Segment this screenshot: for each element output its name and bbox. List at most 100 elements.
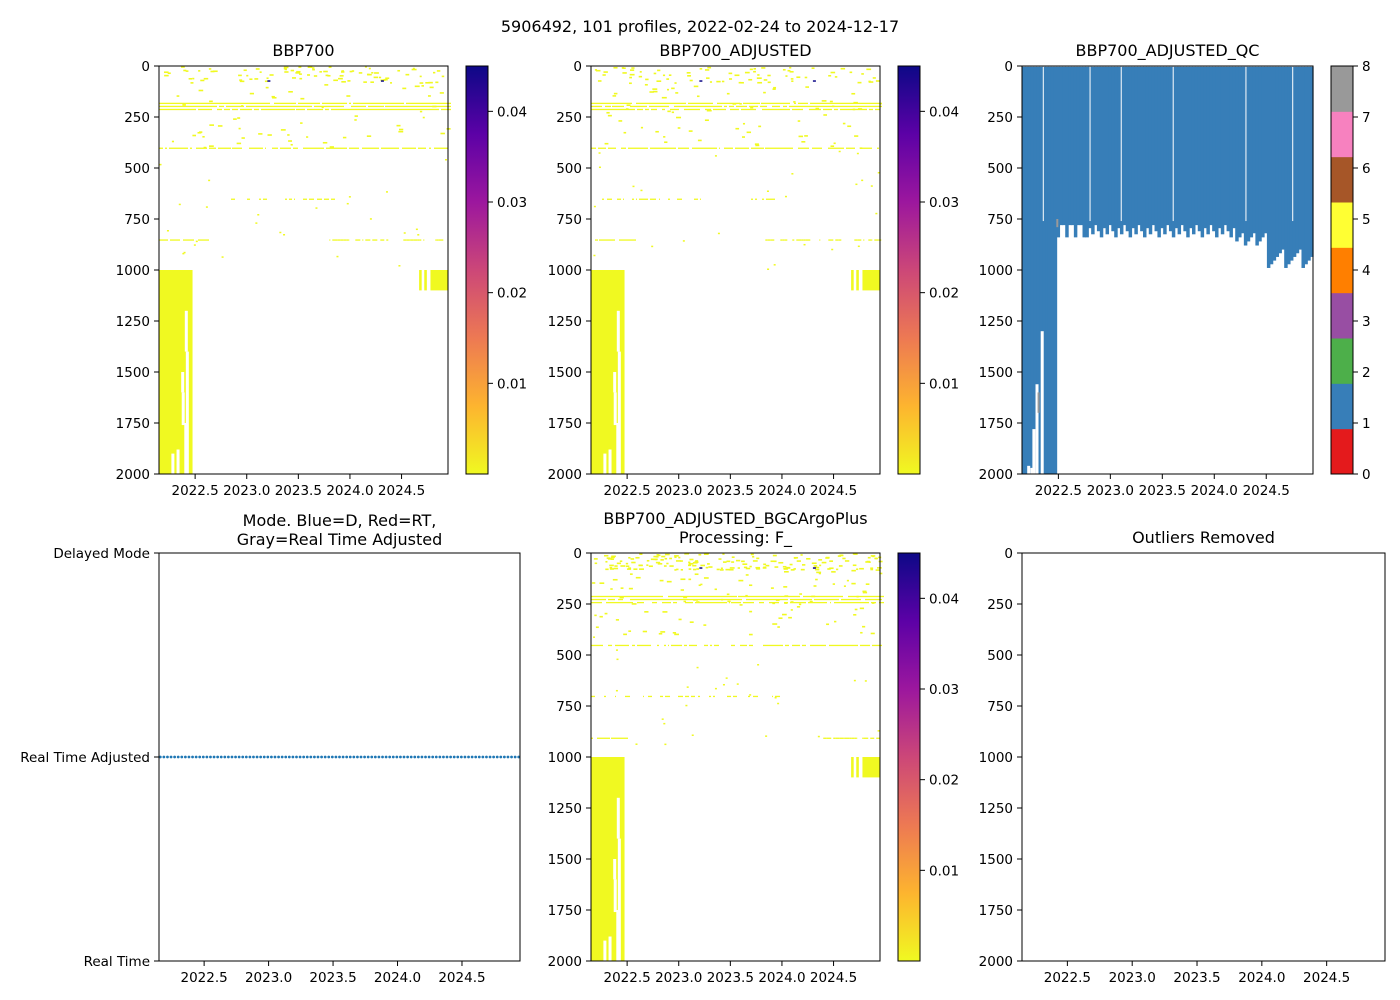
bbp700_adj-layer-speck bbox=[863, 147, 864, 149]
bbp700-layer-speck bbox=[233, 102, 234, 105]
mode-point bbox=[348, 755, 352, 759]
bgc-speck bbox=[837, 555, 842, 557]
bbp700_adj-speck bbox=[785, 75, 788, 77]
bgc-layer-speck bbox=[792, 644, 796, 647]
bbp700-layer-speck bbox=[276, 108, 281, 111]
bgc-speck bbox=[599, 582, 605, 584]
bbp700-layer-speck bbox=[178, 102, 180, 105]
bbp700_adj-layer-speck bbox=[807, 102, 808, 105]
bgc-layer-speck bbox=[745, 644, 747, 647]
bbp700-layer-speck bbox=[345, 102, 347, 105]
bbp700-layer-speck bbox=[209, 147, 211, 149]
bbp700-layer-speck bbox=[183, 108, 185, 111]
bbp700_adj-layer-speck bbox=[851, 147, 853, 149]
bbp700_adj-ytick-label: 1750 bbox=[548, 416, 582, 432]
bgc-layer-speck bbox=[659, 595, 663, 598]
bbp700_adj-layer-speck bbox=[721, 108, 724, 111]
bbp700-layer-speck bbox=[259, 105, 261, 108]
bgc-layer-speck bbox=[790, 598, 795, 601]
bgc-speck bbox=[877, 730, 880, 732]
bbp700-layer-speck bbox=[355, 239, 361, 241]
bbp700_adj-layer-speck bbox=[628, 147, 633, 149]
bgc-speck bbox=[664, 743, 667, 746]
bgc-speck bbox=[793, 568, 796, 570]
bbp700_qc-profile-column bbox=[1070, 66, 1075, 226]
bbp700_adj-speck bbox=[661, 96, 667, 99]
bgc-heatmap bbox=[591, 553, 884, 961]
bgc-layer-speck bbox=[612, 737, 614, 739]
outliers-xtick-label: 2024.5 bbox=[1303, 970, 1350, 986]
bgc-speck bbox=[879, 572, 883, 575]
bgc-layer-speck bbox=[874, 595, 875, 598]
bbp700_qc-profile-column bbox=[1240, 66, 1245, 234]
bbp700_adj-layer-speck bbox=[755, 102, 760, 105]
mode-point bbox=[477, 755, 481, 759]
bbp700_qc-profile-column bbox=[1215, 66, 1219, 238]
bbp700-speck bbox=[342, 136, 347, 139]
bgc-layer-speck bbox=[850, 601, 855, 604]
bbp700_adj-layer-speck bbox=[784, 239, 788, 241]
mode-point bbox=[373, 755, 377, 759]
bbp700_adj-layer-speck bbox=[794, 105, 799, 108]
bbp700-layer-speck bbox=[175, 239, 180, 241]
bgc-layer-speck bbox=[719, 601, 724, 604]
bgc-layer-speck bbox=[778, 644, 783, 647]
bbp700-speck bbox=[208, 179, 211, 182]
bbp700-layer-speck bbox=[378, 147, 379, 149]
bbp700-speck bbox=[417, 234, 420, 236]
bbp700-layer-speck bbox=[254, 105, 259, 108]
bgc-layer-speck bbox=[606, 601, 608, 604]
bbp700_adj-layer-speck bbox=[684, 102, 686, 105]
bbp700_adj-high-point bbox=[812, 80, 816, 82]
bbp700-ytick-label: 1750 bbox=[116, 416, 150, 432]
bgc-speck bbox=[814, 566, 820, 569]
bbp700_adj-speck bbox=[815, 107, 820, 110]
bbp700-layer-speck bbox=[389, 102, 394, 105]
bbp700_adj-xtick-label: 2023.5 bbox=[707, 483, 754, 499]
bgc-high-point bbox=[699, 567, 703, 569]
bgc-speck bbox=[834, 620, 837, 623]
bbp700_adj-layer-speck bbox=[715, 105, 718, 108]
bbp700-layer-speck bbox=[346, 239, 349, 241]
bbp700-layer-speck bbox=[249, 147, 254, 149]
mode-point bbox=[467, 755, 470, 759]
mode-point bbox=[502, 755, 506, 759]
bbp700_adj-speck bbox=[877, 171, 880, 174]
bbp700_adj-layer-speck bbox=[642, 147, 644, 149]
bbp700_adj-speck bbox=[602, 74, 606, 76]
bbp700_adj-layer-speck bbox=[828, 147, 833, 149]
bbp700-speck bbox=[296, 70, 301, 73]
bbp700-layer-speck bbox=[361, 105, 366, 108]
bgc-speck bbox=[793, 557, 797, 559]
bbp700-layer-speck bbox=[313, 102, 315, 105]
bgc-speck bbox=[862, 590, 867, 593]
bbp700_adj-speck bbox=[823, 114, 828, 116]
bbp700_adj-layer-speck bbox=[828, 239, 834, 241]
bgc-layer-speck bbox=[796, 598, 801, 601]
mode-point bbox=[323, 755, 327, 759]
bbp700_qc-profile-column bbox=[1281, 66, 1285, 250]
bgc-speck bbox=[738, 579, 744, 582]
bbp700_adj-layer-speck bbox=[762, 105, 764, 108]
bbp700_adj-layer-speck bbox=[828, 105, 832, 108]
bgc-speck bbox=[626, 568, 632, 570]
bbp700_adj-speck bbox=[838, 150, 841, 153]
bbp700_adj-layer-speck bbox=[778, 105, 780, 108]
mode-point bbox=[216, 755, 220, 759]
bbp700-layer-speck bbox=[337, 239, 341, 241]
bgc-layer-speck bbox=[639, 598, 644, 601]
bbp700_adj-layer-speck bbox=[744, 147, 749, 149]
bgc-layer-speck bbox=[802, 644, 803, 647]
bgc-layer-speck bbox=[686, 595, 691, 598]
bbp700-layer-speck bbox=[170, 105, 171, 108]
bbp700_adj-layer-speck bbox=[805, 239, 811, 241]
bbp700-speck bbox=[397, 69, 401, 72]
mode-point bbox=[277, 755, 280, 759]
bbp700-layer-speck bbox=[381, 147, 384, 149]
bbp700-layer-speck bbox=[260, 147, 263, 149]
bbp700-layer-speck bbox=[421, 105, 425, 108]
bbp700_adj-speck bbox=[623, 131, 627, 134]
bbp700_qc-profile-column bbox=[1108, 66, 1112, 226]
bgc-layer-speck bbox=[591, 695, 595, 698]
bbp700-speck bbox=[178, 203, 181, 206]
